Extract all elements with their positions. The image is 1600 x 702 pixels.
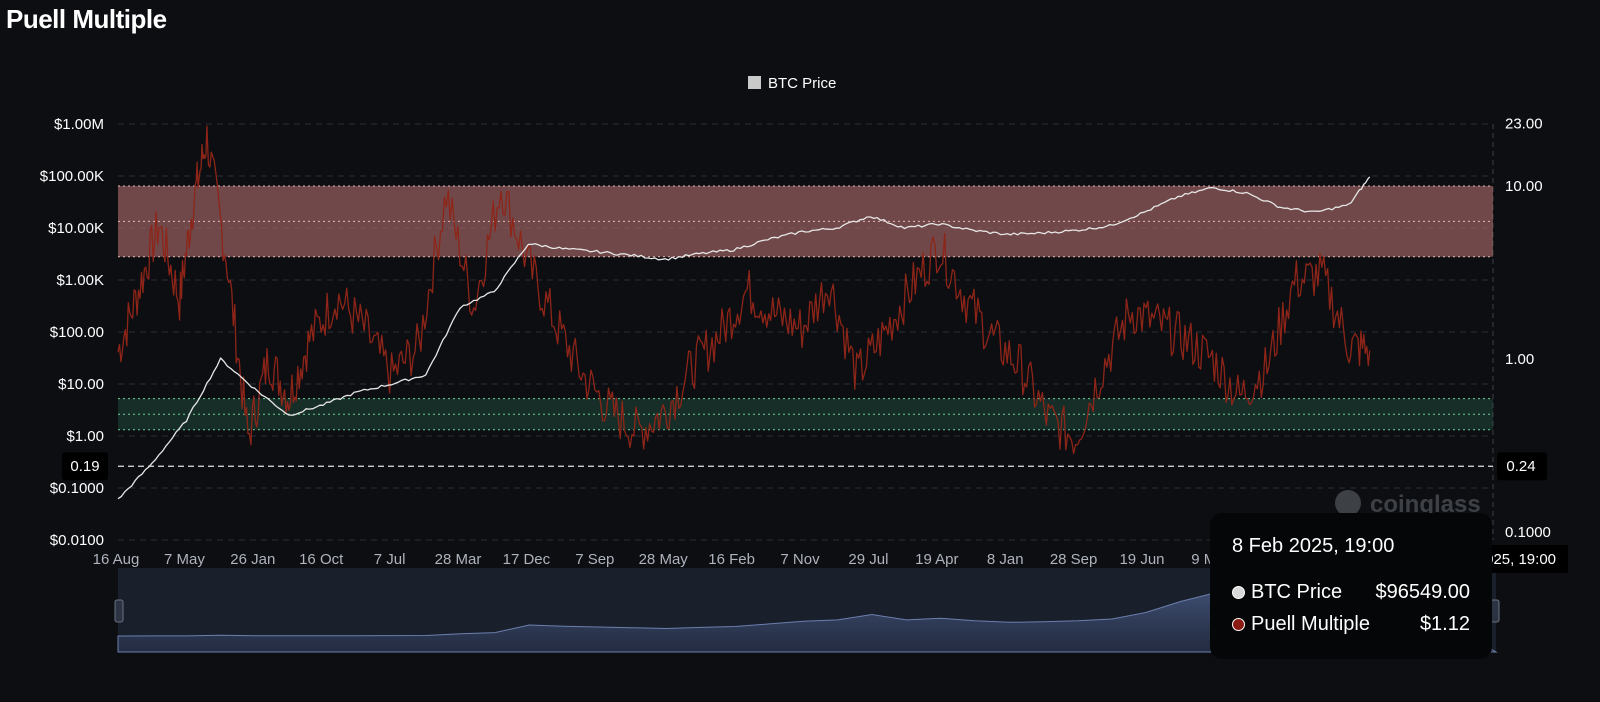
- btc-price-dot-icon: [1232, 586, 1245, 599]
- right-axis-tick-label: 10.00: [1505, 178, 1543, 195]
- tooltip-puell-value: $1.12: [1419, 613, 1470, 635]
- reference-label-left: 0.19: [70, 458, 99, 475]
- series-layer: [117, 125, 1371, 500]
- tooltip-btc-value: $96549.00: [1375, 581, 1470, 603]
- navigator-right-handle: [1490, 599, 1500, 623]
- right-axis-tick-label: 23.00: [1505, 115, 1543, 132]
- tooltip-btc-label: BTC Price: [1251, 581, 1343, 603]
- x-axis-tick-label: 19 Apr: [915, 551, 958, 568]
- x-axis-tick-label: 16 Oct: [299, 551, 344, 568]
- navigator-left-handle: [114, 599, 124, 623]
- x-axis-tick-label: 16 Feb: [708, 551, 755, 568]
- x-axis-tick-label: 7 May: [164, 551, 205, 568]
- watermark-logo-icon: [1335, 490, 1361, 516]
- x-axis-tick-label: 29 Jul: [848, 551, 888, 568]
- left-axis-tick-label: $10.00K: [48, 220, 104, 237]
- x-axis-tick-label: 19 Jun: [1119, 551, 1164, 568]
- x-axis-tick-label: 8 Jan: [987, 551, 1024, 568]
- left-axis-tick-label: $0.0100: [50, 532, 104, 549]
- left-axis-tick-label: $1.00M: [54, 116, 104, 133]
- x-axis-tick-label: 16 Aug: [93, 551, 140, 568]
- right-axis-tick-label: 1.00: [1505, 351, 1534, 368]
- zone-bands: [118, 185, 1493, 431]
- x-axis-tick-label: 28 May: [639, 551, 689, 568]
- tooltip-row-btc-price: BTC Price $96549.00: [1232, 581, 1470, 604]
- x-axis-tick-label: 28 Mar: [435, 551, 482, 568]
- x-axis-tick-label: 26 Jan: [230, 551, 275, 568]
- x-axis-tick-label: 28 Sep: [1050, 551, 1098, 568]
- legend-label: BTC Price: [768, 75, 836, 92]
- tooltip-date: 8 Feb 2025, 19:00: [1232, 535, 1395, 557]
- left-axis-tick-label: $1.00: [66, 428, 104, 445]
- legend-swatch: [748, 76, 761, 89]
- puell-dot-icon: [1232, 618, 1245, 631]
- left-axis-tick-label: $0.1000: [50, 480, 104, 497]
- left-axis-tick-label: $100.00: [50, 324, 104, 341]
- left-axis-tick-label: $100.00K: [40, 168, 104, 185]
- x-axis-tick-label: 7 Sep: [575, 551, 614, 568]
- reference-tag-left: [62, 452, 108, 481]
- axis-ticks: $1.00M $100.00K $10.00K $1.00K $100.00 $10.00…: [40, 115, 1551, 568]
- x-axis-tick-label: 7 Jul: [374, 551, 406, 568]
- x-axis-tick-label: 7 Nov: [780, 551, 820, 568]
- tooltip-row-puell: Puell Multiple $1.12: [1232, 613, 1470, 636]
- puell-multiple-line: [117, 125, 1371, 455]
- left-axis-tick-label: $1.00K: [56, 272, 104, 289]
- btc-price-line: [117, 176, 1371, 500]
- right-axis-tick-label: 0.1000: [1505, 524, 1551, 541]
- x-axis-tick-label: 17 Dec: [503, 551, 551, 568]
- reference-tag-right: [1497, 452, 1547, 481]
- left-axis-tick-label: $10.00: [58, 376, 104, 393]
- tooltip: 8 Feb 2025, 19:00 BTC Price $96549.00 Pu…: [1210, 513, 1492, 659]
- page-title: Puell Multiple: [6, 4, 167, 34]
- tooltip-puell-label: Puell Multiple: [1251, 613, 1370, 635]
- reference-label-right: 0.24: [1506, 458, 1535, 475]
- legend-item-btc-price: BTC Price: [748, 75, 836, 92]
